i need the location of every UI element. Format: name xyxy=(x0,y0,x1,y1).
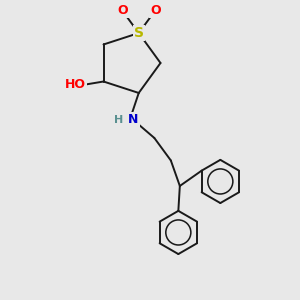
Text: O: O xyxy=(150,4,160,17)
Text: HO: HO xyxy=(64,78,86,91)
Text: S: S xyxy=(134,26,144,40)
Text: O: O xyxy=(117,4,128,17)
Text: N: N xyxy=(128,113,139,127)
Text: H: H xyxy=(114,115,123,125)
